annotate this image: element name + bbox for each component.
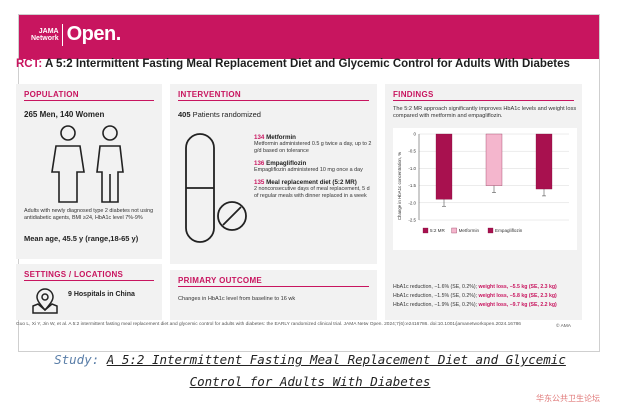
people-icon	[51, 125, 124, 203]
result-hba1c: HbA1c reduction, −1.9% (SE, 0.2%);	[393, 302, 478, 308]
population-panel: POPULATION 265 Men, 140 Women Adults wit…	[16, 84, 162, 259]
arm-name: Meal replacement diet (5:2 MR)	[266, 179, 357, 186]
y-tick-label: -2.0	[408, 200, 416, 205]
intervention-panel: INTERVENTION 405 Patients randomized 134…	[170, 84, 377, 264]
y-axis-label: Change in HbA1c concentration, %	[397, 152, 402, 220]
settings-heading: SETTINGS / LOCATIONS	[24, 270, 124, 279]
legend-swatch	[422, 227, 429, 234]
y-tick-label: -2.5	[408, 218, 416, 223]
title-prefix: RCT:	[16, 58, 43, 70]
y-tick-label: 0	[414, 132, 417, 137]
result-row-meal-replacement: HbA1c reduction, −1.9% (SE, 0.2%); weigh…	[393, 302, 579, 308]
primary-outcome-text: Changes in HbA1c level from baseline to …	[178, 296, 296, 302]
intervention-heading: INTERVENTION	[178, 90, 242, 99]
arm-count: 134	[254, 134, 265, 141]
arm-empagliflozin: 136 Empagliflozin Empagliflozin administ…	[254, 160, 372, 174]
logo-open: Open.	[66, 23, 122, 45]
y-tick-label: -1.0	[408, 166, 416, 171]
bar-5-2-mr	[435, 133, 453, 200]
y-tick-label: -1.5	[408, 183, 416, 188]
result-hba1c: HbA1c reduction, −1.6% (SE, 0.2%);	[393, 284, 478, 290]
result-row-metformin: HbA1c reduction, −1.6% (SE, 0.2%); weigh…	[393, 284, 579, 290]
result-row-empagliflozin: HbA1c reduction, −1.5% (SE, 0.2%); weigh…	[393, 293, 579, 299]
pills-icon	[185, 133, 247, 243]
page-title: RCT: A 5:2 Intermittent Fasting Meal Rep…	[16, 58, 570, 70]
study-caption-line-1: Study: A 5:2 Intermittent Fasting Meal R…	[0, 352, 620, 367]
hba1c-bar-chart: Change in HbA1c concentration, % 0 -0.5 -1…	[393, 128, 577, 250]
findings-panel: FINDINGS The 5:2 MR approach significant…	[385, 84, 582, 320]
caption-text-2: Control for Adults With Diabetes	[189, 374, 431, 389]
findings-summary: The 5:2 MR approach significantly improv…	[393, 106, 577, 120]
ama-copyright: © AMA	[556, 324, 571, 329]
legend-swatch	[487, 227, 494, 234]
settings-panel: SETTINGS / LOCATIONS 9 Hospitals in Chin…	[16, 264, 162, 320]
result-weight: weight loss, −9.7 kg (SE, 2.2 kg)	[478, 302, 557, 308]
arm-metformin: 134 Metformin Metformin administered 0.5…	[254, 134, 372, 155]
population-description: Adults with newly diagnosed type 2 diabe…	[24, 208, 154, 221]
result-hba1c: HbA1c reduction, −1.5% (SE, 0.2%);	[393, 293, 478, 299]
caption-text-1: A 5:2 Intermittent Fasting Meal Replacem…	[106, 352, 566, 367]
study-caption-line-2: Control for Adults With Diabetes	[0, 374, 620, 389]
citation: Guo L, Xi Y, Jin W, et al. A 5:2 intermi…	[16, 322, 521, 327]
arm-description: Metformin administered 0.5 g twice a day…	[254, 141, 372, 154]
settings-text: 9 Hospitals in China	[68, 291, 135, 298]
findings-heading: FINDINGS	[393, 90, 434, 99]
result-weight: weight loss, −5.5 kg (SE, 2.3 kg)	[478, 284, 557, 290]
arm-name: Metformin	[266, 134, 296, 141]
logo-line-2: Network	[31, 34, 59, 42]
legend-label: Metformin	[459, 228, 480, 233]
population-count: 265 Men, 140 Women	[24, 110, 105, 119]
legend-label: 5:2 MR	[430, 228, 445, 233]
population-age: Mean age, 45.5 y (range,18-65 y)	[24, 234, 139, 243]
header-bar: JAMA Network Open.	[19, 15, 599, 59]
arm-count: 136	[254, 160, 265, 167]
result-weight: weight loss, −5.8 kg (SE, 2.3 kg)	[478, 293, 557, 299]
legend-swatch	[451, 227, 457, 234]
arm-description: 2 nonconsecutive days of meal replacemen…	[254, 186, 370, 199]
arm-meal-replacement: 135 Meal replacement diet (5:2 MR) 2 non…	[254, 179, 372, 200]
bar-metformin	[485, 133, 503, 186]
population-heading: POPULATION	[24, 90, 79, 99]
arm-count: 135	[254, 179, 265, 186]
primary-outcome-heading: PRIMARY OUTCOME	[178, 276, 263, 285]
randomized-label: Patients randomized	[192, 110, 261, 119]
logo-line-1: JAMA	[38, 27, 59, 35]
caption-label: Study:	[54, 352, 100, 367]
primary-outcome-panel: PRIMARY OUTCOME Changes in HbA1c level f…	[170, 270, 377, 320]
jama-network-open-logo: JAMA Network Open.	[31, 23, 121, 46]
arms-list: 134 Metformin Metformin administered 0.5…	[254, 134, 372, 205]
arm-name: Empagliflozin	[266, 160, 307, 167]
arm-description: Empagliflozin administered 10 mg once a …	[254, 167, 363, 173]
watermark-text: 华东公共卫生论坛	[536, 394, 600, 403]
randomized-total: 405 Patients randomized	[178, 110, 261, 119]
title-text: A 5:2 Intermittent Fasting Meal Replacem…	[44, 58, 570, 70]
bar-empagliflozin	[535, 133, 553, 190]
legend-label: Empagliflozin	[495, 228, 523, 233]
y-tick-label: -0.5	[408, 149, 416, 154]
randomized-count: 405	[178, 110, 191, 119]
location-pin-icon	[32, 288, 58, 314]
